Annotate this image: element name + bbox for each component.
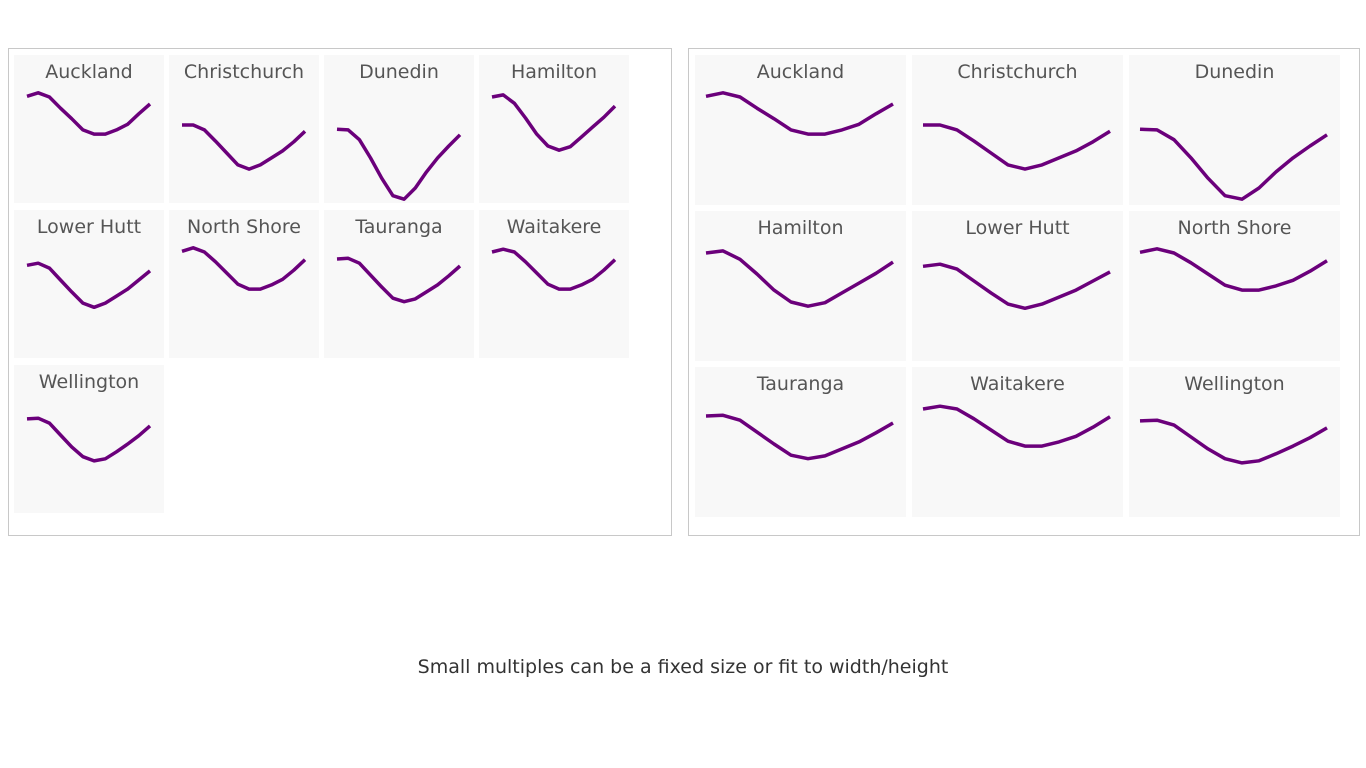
small-multiple-tauranga: Tauranga (324, 210, 474, 358)
panel-title: Christchurch (957, 61, 1078, 83)
panel-title: Tauranga (756, 373, 845, 395)
small-multiple-christchurch: Christchurch (169, 55, 319, 203)
panel-title: Tauranga (355, 216, 443, 238)
series-line (705, 91, 894, 136)
small-multiple-north-shore: North Shore (169, 210, 319, 358)
series-line (26, 416, 152, 463)
panel-title: Hamilton (510, 61, 598, 83)
series-line (1139, 127, 1328, 201)
small-multiple-hamilton: Hamilton (479, 55, 629, 203)
small-multiple-dunedin: Dunedin (1129, 55, 1340, 205)
series-line (705, 249, 894, 308)
series-line (491, 93, 617, 152)
small-multiple-wellington: Wellington (1129, 367, 1340, 517)
small-multiple-north-shore: North Shore (1129, 211, 1340, 361)
series-line (26, 91, 152, 136)
series-line (922, 262, 1111, 311)
series-line (1139, 247, 1328, 292)
small-multiple-lower-hutt: Lower Hutt (912, 211, 1123, 361)
small-multiple-hamilton: Hamilton (695, 211, 906, 361)
panel-title: Lower Hutt (965, 217, 1070, 239)
panel-title: Auckland (45, 61, 133, 83)
panel-title: North Shore (187, 216, 301, 238)
fixed-size-small-multiples: Auckland Christchurch Dunedin Hamilton Lower… (8, 48, 672, 536)
small-multiple-lower-hutt: Lower Hutt (14, 210, 164, 358)
series-line (181, 246, 307, 291)
series-line (922, 404, 1111, 448)
small-multiple-wellington: Wellington (14, 365, 164, 513)
series-line (182, 123, 307, 171)
panel-title: Waitakere (506, 216, 602, 238)
panel-title: North Shore (1177, 217, 1292, 239)
panel-title: Lower Hutt (36, 216, 142, 238)
series-line (491, 247, 617, 291)
fit-size-small-multiples: Auckland Christchurch Dunedin Hamilton Lower… (688, 48, 1360, 536)
panel-title: Wellington (38, 371, 140, 393)
small-multiple-christchurch: Christchurch (912, 55, 1123, 205)
series-line (1139, 418, 1328, 465)
panel-title: Dunedin (359, 61, 439, 83)
small-multiple-auckland: Auckland (695, 55, 906, 205)
panel-title: Dunedin (1194, 61, 1275, 83)
panel-title: Waitakere (970, 373, 1065, 395)
panel-title: Christchurch (183, 61, 305, 83)
small-multiple-auckland: Auckland (14, 55, 164, 203)
panel-title: Wellington (1184, 373, 1285, 395)
series-line (336, 256, 462, 304)
series-line (705, 413, 894, 461)
caption: Small multiples can be a fixed size or f… (417, 656, 949, 678)
series-line (336, 127, 462, 201)
series-line (923, 123, 1111, 171)
panel-title: Hamilton (757, 217, 844, 239)
small-multiple-dunedin: Dunedin (324, 55, 474, 203)
series-line (26, 261, 152, 310)
small-multiple-tauranga: Tauranga (695, 367, 906, 517)
small-multiple-waitakere: Waitakere (912, 367, 1123, 517)
panel-title: Auckland (756, 61, 845, 83)
small-multiple-waitakere: Waitakere (479, 210, 629, 358)
